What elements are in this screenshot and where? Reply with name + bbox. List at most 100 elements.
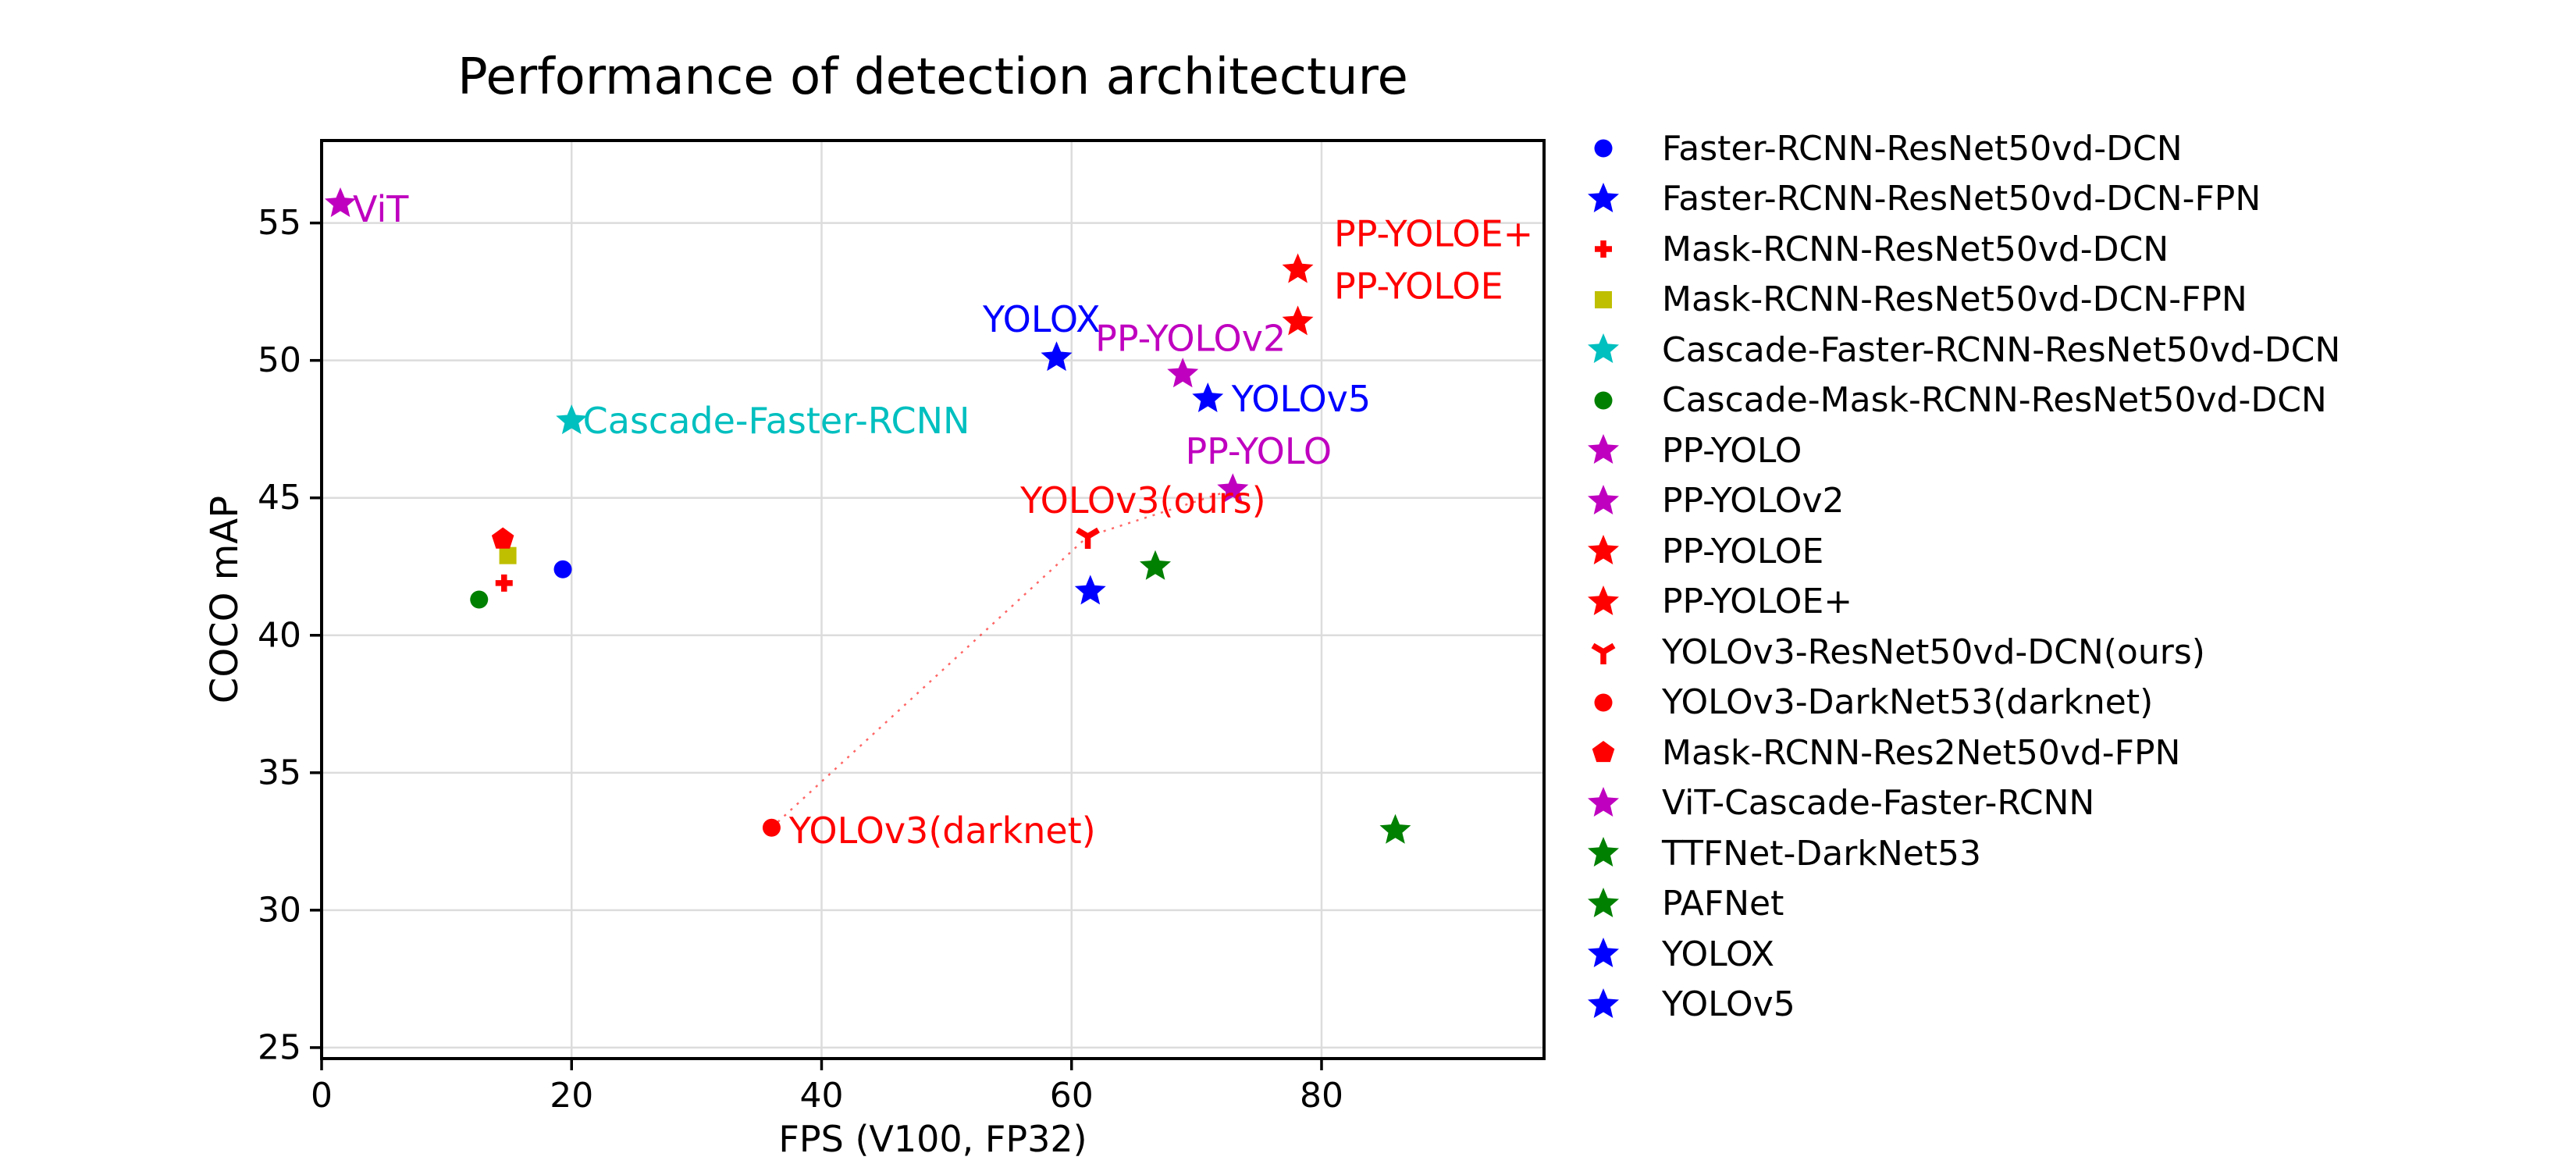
star-glyph [1588, 938, 1619, 968]
star-marker-icon [1588, 333, 1619, 364]
plot-area: ViT Cascade-Faster-RCNN YOLOX PP-YOLOv2 YOLO… [258, 139, 1546, 1116]
tri-down-glyph [1591, 643, 1616, 665]
legend-label: Faster-RCNN-ResNet50vd-DCN-FPN [1662, 179, 2261, 219]
legend-label: Mask-RCNN-ResNet50vd-DCN [1662, 229, 2169, 269]
data-point-mask-rcnn-resnet50vd-dcn-fpn [499, 546, 517, 564]
annotation-yolov5: YOLOv5 [1231, 378, 1371, 420]
circle-glyph [1594, 139, 1613, 158]
legend: Faster-RCNN-ResNet50vd-DCN Faster-RCNN-Re… [1585, 123, 2340, 1030]
legend-label: ViT-Cascade-Faster-RCNN [1662, 783, 2095, 824]
plus-marker-icon [1595, 240, 1612, 258]
legend-item-pp-yolo: PP-YOLO [1585, 425, 2340, 476]
legend-label: YOLOX [1662, 934, 1775, 974]
circle-marker-icon [1594, 139, 1613, 158]
plus-glyph [1595, 240, 1612, 258]
annotation-pp-yoloe: PP-YOLOE [1334, 265, 1503, 308]
data-point-cascade-mask-rcnn-resnet50vd-dcn [470, 590, 489, 609]
legend-item-mask-rcnn-resnet50vd-dcn: Mask-RCNN-ResNet50vd-DCN [1585, 224, 2340, 275]
y-axis-label: COCO mAP [203, 495, 247, 704]
legend-label: PP-YOLO [1662, 430, 1802, 471]
x-tick-label: 0 [311, 1076, 333, 1116]
data-point-yolox [1041, 341, 1073, 372]
y-tick-label: 55 [258, 203, 301, 243]
data-point-yolov5 [1192, 383, 1224, 412]
data-point-pp-yoloe- [1282, 253, 1314, 283]
x-tick-label: 40 [799, 1076, 843, 1116]
data-point-pp-yolov2 [1167, 358, 1199, 388]
data-point-pafnet [1140, 550, 1171, 580]
annotation-pp-yoloe-: PP-YOLOE+ [1334, 213, 1533, 255]
legend-label: PP-YOLOv2 [1662, 481, 1845, 521]
data-point-faster-rcnn-resnet50vd-dcn-fpn [1074, 575, 1106, 605]
star-glyph [1588, 182, 1619, 212]
star-marker-icon [1588, 786, 1619, 817]
y-tick-label: 50 [258, 340, 301, 380]
legend-item-pp-yoloe: PP-YOLOE [1585, 526, 2340, 577]
legend-item-pafnet: PAFNet [1585, 879, 2340, 930]
circle-glyph [1594, 693, 1613, 712]
data-point-cascade-faster-rcnn-resnet50vd-dcn [556, 404, 588, 435]
legend-item-cascade-mask-rcnn-resnet50vd-dcn: Cascade-Mask-RCNN-ResNet50vd-DCN [1585, 376, 2340, 426]
star-glyph [1588, 837, 1619, 867]
annotation-cascade-faster-rcnn: Cascade-Faster-RCNN [583, 400, 970, 442]
legend-item-yolov3-darknet53-darknet-: YOLOv3-DarkNet53(darknet) [1585, 678, 2340, 728]
y-tick-label: 40 [258, 615, 301, 655]
data-point-mask-rcnn-res2net50vd-fpn [491, 527, 514, 549]
star-marker-icon [1588, 988, 1619, 1018]
chart-title: Performance of detection architecture [457, 48, 1408, 106]
legend-label: Cascade-Mask-RCNN-ResNet50vd-DCN [1662, 380, 2327, 421]
legend-item-yolov3-resnet50vd-dcn-ours-: YOLOv3-ResNet50vd-DCN(ours) [1585, 627, 2340, 678]
star-marker-icon [1588, 182, 1619, 212]
legend-item-pp-yoloe-: PP-YOLOE+ [1585, 577, 2340, 628]
legend-label: YOLOv5 [1662, 984, 1795, 1025]
star-glyph [1588, 333, 1619, 364]
star-marker-icon [1588, 938, 1619, 968]
circle-glyph [1594, 391, 1613, 410]
legend-label: YOLOv3-ResNet50vd-DCN(ours) [1662, 632, 2205, 672]
legend-item-vit-cascade-faster-rcnn: ViT-Cascade-Faster-RCNN [1585, 778, 2340, 829]
legend-label: Mask-RCNN-ResNet50vd-DCN-FPN [1662, 279, 2247, 320]
star-marker-icon [1588, 484, 1619, 514]
legend-label: Mask-RCNN-Res2Net50vd-FPN [1662, 732, 2181, 773]
legend-label: Cascade-Faster-RCNN-ResNet50vd-DCN [1662, 329, 2341, 370]
legend-item-ttfnet-darknet53: TTFNet-DarkNet53 [1585, 828, 2340, 879]
annotation-pp-yolo: PP-YOLO [1185, 430, 1332, 472]
star-glyph [1588, 535, 1619, 565]
x-tick-label: 60 [1050, 1076, 1094, 1116]
legend-item-faster-rcnn-resnet50vd-dcn: Faster-RCNN-ResNet50vd-DCN [1585, 123, 2340, 174]
legend-item-yolov5: YOLOv5 [1585, 980, 2340, 1030]
star-glyph [1588, 434, 1619, 464]
star-glyph [1588, 585, 1619, 615]
data-point-pp-yolo [1217, 473, 1249, 504]
tri-down-marker-icon [1591, 643, 1616, 665]
annotation-yolov3-ours-: YOLOv3(ours) [1019, 479, 1266, 521]
star-marker-icon [1588, 887, 1619, 917]
star-glyph [1588, 887, 1619, 917]
data-point-vit-cascade-faster-rcnn [325, 187, 356, 217]
legend-item-faster-rcnn-resnet50vd-dcn-fpn: Faster-RCNN-ResNet50vd-DCN-FPN [1585, 174, 2340, 225]
legend-label: PP-YOLOE [1662, 531, 1824, 571]
legend-item-mask-rcnn-resnet50vd-dcn-fpn: Mask-RCNN-ResNet50vd-DCN-FPN [1585, 275, 2340, 326]
star-marker-icon [1588, 585, 1619, 615]
y-tick-label: 30 [258, 890, 301, 930]
data-point-pp-yoloe [1282, 305, 1314, 336]
star-marker-icon [1588, 837, 1619, 867]
legend-item-cascade-faster-rcnn-resnet50vd-dcn: Cascade-Faster-RCNN-ResNet50vd-DCN [1585, 325, 2340, 376]
y-tick-label: 25 [258, 1027, 301, 1067]
y-tick-label: 35 [258, 753, 301, 792]
square-glyph [1595, 290, 1612, 308]
square-marker-icon [1595, 290, 1612, 308]
x-tick-label: 80 [1300, 1076, 1343, 1116]
pentagon-glyph [1592, 741, 1615, 763]
pentagon-marker-icon [1592, 741, 1615, 763]
data-point-mask-rcnn-resnet50vd-dcn [495, 574, 513, 592]
circle-marker-icon [1594, 391, 1613, 410]
legend-label: Faster-RCNN-ResNet50vd-DCN [1662, 128, 2183, 169]
data-point-faster-rcnn-resnet50vd-dcn [553, 560, 572, 578]
circle-marker-icon [1594, 693, 1613, 712]
annotation-yolov3-darknet-: YOLOv3(darknet) [788, 810, 1096, 852]
legend-item-mask-rcnn-res2net50vd-fpn: Mask-RCNN-Res2Net50vd-FPN [1585, 728, 2340, 778]
star-marker-icon [1588, 434, 1619, 464]
